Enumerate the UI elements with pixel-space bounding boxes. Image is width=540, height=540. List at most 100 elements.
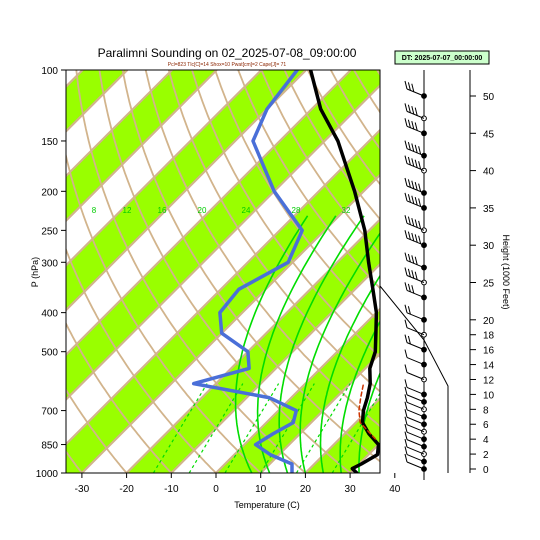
wind-barb-flag [407, 194, 411, 203]
dry-adiabat-line [121, 70, 380, 463]
height-tick-label: 18 [483, 331, 495, 342]
wind-barb-flag [414, 182, 418, 191]
wind-barb [406, 439, 425, 448]
wind-barb-flag [414, 256, 418, 265]
wind-barb [406, 409, 425, 418]
y-tick-label: 700 [41, 407, 58, 418]
chart-subtitle: Pcl=823 Tlc[C]=14 Shox=10 Pwat[cm]=2 Cap… [168, 62, 287, 68]
x-tick-label: 0 [213, 484, 219, 495]
isotherm-line [66, 70, 173, 178]
wind-barb-flag [404, 118, 408, 127]
mixing-ratio-line [295, 383, 351, 473]
moist-adiabat-line [319, 274, 380, 473]
wind-panel [379, 70, 449, 480]
dry-adiabat-line [66, 247, 218, 473]
plot-frame [65, 69, 381, 474]
height-tick-label: 50 [483, 92, 495, 103]
wind-barb-flag [418, 146, 422, 155]
wind-barb-flag [414, 122, 418, 131]
datetime-box: DT: 2025-07-07_00:00:00 [394, 50, 490, 65]
mixing-ratio-label: 16 [158, 206, 167, 215]
green-band [66, 70, 380, 400]
dewpoint-line [191, 70, 304, 473]
isotherm-line [66, 70, 352, 357]
wind-station-dot [421, 242, 427, 249]
dry-adiabat-line [167, 70, 380, 393]
datetime-box-frame [394, 50, 490, 65]
wind-barb [406, 461, 425, 470]
dry-adiabat-line [214, 70, 380, 324]
y-axis-ticks: 100 150 200 250 300 400 500 700 850 1000 [36, 66, 66, 480]
mixing-ratio-label: 24 [242, 206, 251, 215]
height-tick-label: 0 [483, 465, 489, 476]
height-tick-label: 35 [483, 204, 495, 215]
wind-barb-flag [418, 183, 422, 192]
dry-adiabat-line [75, 70, 307, 473]
wind-barb-flag [407, 253, 411, 263]
dry-adiabat-line [66, 388, 128, 473]
x-axis-label: Temperature (C) [234, 500, 300, 510]
mixing-ratio-label: 28 [292, 206, 301, 215]
isotherm-line [66, 70, 263, 267]
y-tick-label: 100 [41, 66, 58, 77]
height-tick-label: 4 [483, 435, 489, 446]
mixing-ratio-line [152, 383, 208, 473]
wind-barb [406, 416, 425, 425]
wind-barb-flag [404, 438, 408, 448]
wind-barb-flag [404, 304, 408, 313]
height-tick-label: 30 [483, 241, 495, 252]
x-tick-label: -20 [119, 484, 134, 495]
wind-barb-flag [407, 306, 411, 315]
dry-adiabat-line [144, 70, 380, 428]
wind-barb-flag [404, 349, 408, 358]
x-axis-ticks: -30 -20 -10 0 10 20 30 40 [75, 473, 401, 495]
wind-barb-flag [407, 216, 411, 225]
wind-barb-flag [404, 364, 408, 373]
wind-barb-flag [407, 104, 411, 113]
wind-barb-flag [411, 232, 415, 242]
height-tick-label: 45 [483, 129, 495, 140]
wind-barb-flag [404, 80, 408, 90]
dry-adiabat-line [191, 70, 380, 359]
wind-barb-flag [404, 177, 408, 187]
wind-barb-flag [411, 143, 415, 152]
wind-barb-flag [407, 231, 411, 240]
wind-barb-flag [404, 252, 408, 261]
wind-barb-flag [404, 409, 408, 418]
height-axis-label: Height (1000 Feet) [501, 234, 511, 309]
mixing-ratio-line [331, 392, 380, 473]
moist-adiabat-line [278, 215, 365, 473]
wind-barb-flag [411, 217, 415, 227]
mixing-ratio-label: 12 [123, 206, 132, 215]
y-tick-label: 850 [41, 441, 58, 452]
wind-barb-flag [404, 386, 408, 395]
isotherm-line [259, 352, 380, 473]
mixing-ratio-label: 8 [92, 206, 97, 215]
wind-barb-flag [414, 159, 418, 168]
wind-barb-flag [411, 120, 415, 130]
wind-barb-flag [414, 107, 418, 116]
wind-barb-flag [411, 255, 415, 264]
wind-barb [406, 386, 425, 395]
wind-barb [406, 357, 425, 366]
y-tick-label: 500 [41, 348, 58, 359]
wind-barb-flag [404, 379, 408, 388]
height-tick-label: 6 [483, 420, 489, 431]
height-tick-label: 16 [483, 346, 495, 357]
y-tick-label: 300 [41, 258, 58, 269]
height-tick-label: 12 [483, 375, 495, 386]
mixing-ratio-label: 32 [342, 206, 351, 215]
wind-barb-flag [404, 319, 408, 328]
mixing-ratio-line [260, 383, 315, 473]
wind-barb-flag [411, 285, 415, 294]
x-tick-label: 40 [389, 484, 401, 495]
wind-barb [406, 372, 425, 380]
dry-adiabat-line [237, 70, 380, 290]
wind-barb-flag [404, 192, 408, 202]
datetime-text: DT: 2025-07-07_00:00:00 [402, 55, 483, 62]
x-tick-label: 20 [300, 484, 312, 495]
plot-area: 8 12 16 20 24 28 32 [66, 70, 380, 473]
wind-barb-flag [418, 161, 422, 170]
dry-adiabat-line [66, 152, 263, 473]
